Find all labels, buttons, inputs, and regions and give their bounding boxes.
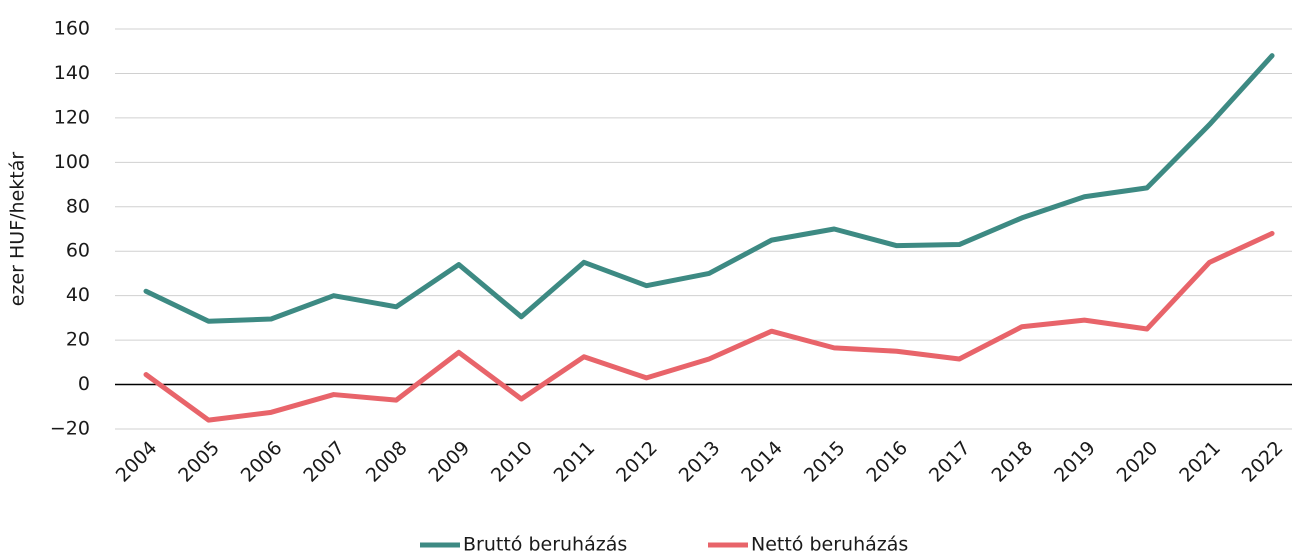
x-tick-label: 2007 [299,437,349,487]
x-tick-label: 2010 [487,437,537,487]
y-tick-label: 0 [78,373,90,395]
y-tick-label: 160 [54,18,90,40]
legend-label: Bruttó beruházás [463,534,627,556]
x-tick-label: 2013 [675,437,725,487]
x-tick-label: 2020 [1113,437,1163,487]
x-tick-label: 2018 [988,437,1038,487]
x-tick-label: 2022 [1238,437,1288,487]
x-tick-label: 2008 [362,437,412,487]
y-tick-label: 40 [66,284,90,306]
x-tick-label: 2004 [112,437,162,487]
x-tick-label: 2017 [925,437,975,487]
y-tick-label: 140 [54,62,90,84]
x-tick-label: 2006 [237,437,287,487]
x-tick-label: 2016 [862,437,912,487]
x-tick-label: 2015 [800,437,850,487]
x-tick-label: 2005 [174,437,224,487]
y-tick-label: 120 [54,106,90,128]
y-tick-label: 60 [66,240,90,262]
y-tick-label: 100 [54,151,90,173]
y-tick-label: −20 [50,418,90,440]
y-tick-label: 20 [66,329,90,351]
x-tick-label: 2012 [612,437,662,487]
x-tick-label: 2009 [424,437,474,487]
line-series [143,53,1275,324]
y-tick-label: 80 [66,195,90,217]
legend-label: Nettó beruházás [751,534,908,556]
y-axis-label: ezer HUF/hektár [7,152,29,307]
line-series [143,230,1275,423]
x-tick-label: 2011 [550,437,600,487]
x-tick-label: 2019 [1050,437,1100,487]
x-tick-label: 2014 [737,437,787,487]
x-tick-label: 2021 [1175,437,1225,487]
